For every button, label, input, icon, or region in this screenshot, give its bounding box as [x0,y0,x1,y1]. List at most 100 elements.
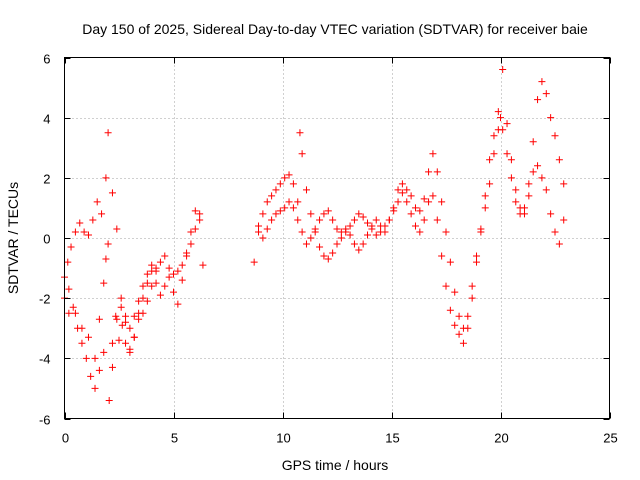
data-point [446,258,454,266]
data-point [390,204,398,212]
data-point [112,312,120,320]
data-point [165,273,173,281]
data-point [525,192,533,200]
data-point [148,261,156,269]
x-tick-label: 0 [62,431,69,446]
data-point [394,198,402,206]
data-point [316,216,324,224]
data-point [298,150,306,158]
data-point [65,309,73,317]
data-point [117,294,125,302]
data-point [473,258,481,266]
data-point [122,339,130,347]
data-point [130,312,138,320]
data-point [263,198,271,206]
data-point [359,240,367,248]
y-tick-label: 2 [43,172,50,187]
data-point [425,198,433,206]
data-point [143,297,151,305]
data-point [320,210,328,218]
data-point [481,204,489,212]
data-point [497,114,504,122]
series-5 [255,66,568,347]
data-point [113,225,121,233]
data-point [174,300,182,308]
data-point [346,231,354,239]
data-point [174,267,182,275]
data-point [126,345,134,353]
data-point [196,216,204,224]
data-point [78,324,86,332]
data-point [285,171,293,179]
data-point [555,156,563,164]
data-point [394,186,402,194]
data-point [126,324,134,332]
data-point [298,228,306,236]
data-point [187,228,195,236]
x-axis-tick-labels: 0 5 10 15 20 25 [62,431,618,446]
data-point [104,240,112,248]
data-points [61,66,568,404]
data-point [276,207,284,215]
data-point [272,210,280,218]
data-point [307,210,315,218]
data-point [148,267,156,275]
series-2 [61,129,204,392]
data-point [442,282,450,290]
data-point [84,333,92,341]
data-point [446,306,454,314]
data-point [69,303,77,311]
data-point [512,198,520,206]
data-point [93,198,101,206]
data-point [259,210,267,218]
data-point [407,210,415,218]
data-point [542,90,550,98]
data-point [342,225,350,233]
data-point [403,198,411,206]
data-point [64,258,72,266]
data-point [459,339,467,347]
data-point [196,210,204,218]
data-point [503,120,511,128]
x-tick-label: 25 [603,431,617,446]
data-point [377,222,385,230]
data-point [268,192,276,200]
data-point [503,150,511,158]
data-point [407,192,415,200]
data-point [433,216,441,224]
axis-ticks [64,57,611,420]
y-tick-label: -2 [39,292,51,307]
y-tick-label: 6 [43,52,50,67]
data-point [113,315,121,323]
data-point [455,330,463,338]
data-point [302,240,310,248]
data-point [80,228,88,236]
data-point [438,252,446,260]
grid-lines [64,57,610,419]
data-point [429,192,437,200]
data-point [372,231,380,239]
data-point [255,228,263,236]
data-point [191,207,199,215]
data-point [364,219,372,227]
data-point [118,321,126,329]
data-point [65,285,73,293]
data-point [333,225,341,233]
data-point [438,198,446,206]
data-point [98,210,106,218]
data-point [156,291,164,299]
data-point [130,333,138,341]
data-point [525,180,533,188]
data-point [547,114,555,122]
data-point [71,228,79,236]
data-point [337,228,345,236]
data-point [486,156,494,164]
data-point [91,384,99,392]
data-point [538,174,546,182]
data-point [507,156,515,164]
data-point [464,312,472,320]
data-point [529,138,537,146]
x-tick-label: 10 [276,431,290,446]
